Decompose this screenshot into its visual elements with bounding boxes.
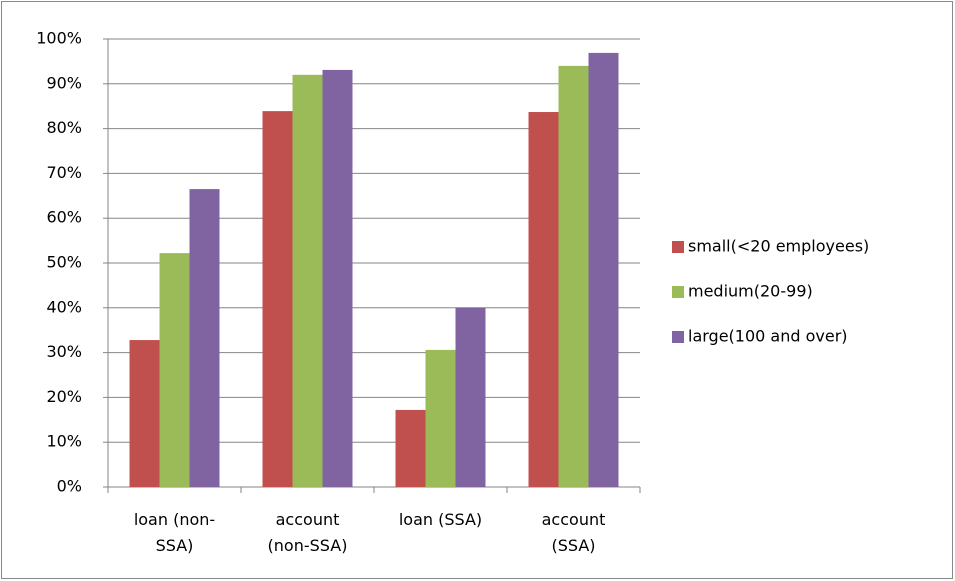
x-tick-label: account (non-SSA) [267, 510, 348, 555]
bar [292, 74, 323, 487]
bar [395, 409, 426, 487]
x-tick-label: loan (non-SSA) [133, 510, 216, 555]
bar [129, 340, 160, 487]
y-tick-label: 40% [46, 297, 82, 316]
y-tick-label: 60% [46, 208, 82, 227]
y-tick-label: 10% [46, 432, 82, 451]
y-tick-label: 70% [46, 163, 82, 182]
legend-label: medium(20-99) [688, 282, 813, 301]
bar [322, 69, 353, 488]
x-tick-label: account (SSA) [541, 510, 606, 555]
y-tick-label: 30% [46, 342, 82, 361]
legend-swatch [672, 331, 684, 343]
bar [558, 65, 589, 487]
bar [189, 189, 220, 487]
y-tick-label: 50% [46, 253, 82, 272]
bar [159, 253, 190, 487]
legend-swatch [672, 241, 684, 253]
y-tick-label: 90% [46, 73, 82, 92]
y-tick-label: 80% [46, 118, 82, 137]
y-tick-label: 0% [57, 477, 82, 496]
legend-label: small(<20 employees) [688, 237, 869, 256]
bar [455, 307, 486, 487]
x-tick-label: loan (SSA) [398, 510, 483, 529]
bar [262, 111, 293, 488]
y-tick-label: 100% [36, 29, 82, 48]
legend-label: large(100 and over) [688, 327, 848, 346]
y-tick-label: 20% [46, 387, 82, 406]
bar [528, 112, 559, 488]
bar [425, 349, 456, 487]
bar [588, 52, 619, 487]
legend-swatch [672, 286, 684, 298]
